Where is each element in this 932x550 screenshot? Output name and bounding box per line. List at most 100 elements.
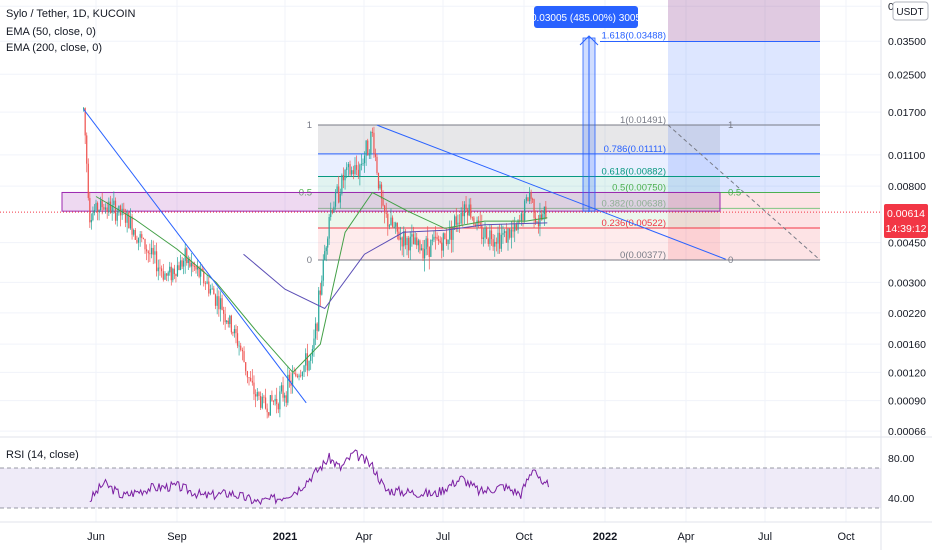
- candle-body: [179, 260, 182, 271]
- candle-body: [277, 403, 279, 410]
- ema-200-line: [243, 222, 548, 310]
- candle-body: [379, 184, 381, 189]
- candle-body: [192, 262, 194, 267]
- candle-body: [90, 219, 92, 223]
- candle-body: [408, 238, 410, 251]
- candle-body: [455, 216, 457, 225]
- candle-body: [352, 170, 354, 175]
- candle-body: [152, 247, 154, 255]
- candle-body: [150, 247, 153, 255]
- fib-ratio-right: 1: [728, 120, 733, 131]
- candle-body: [266, 408, 268, 413]
- candle-body: [384, 205, 386, 213]
- candle-body: [189, 259, 191, 267]
- candle-body: [154, 251, 156, 255]
- candle-body: [106, 207, 108, 212]
- candle-body: [206, 281, 208, 284]
- fib-zones: 1(0.01491) 0.786(0.01111) 0.618(0.00882) 0.…: [0, 0, 881, 266]
- y-tick-label: 0.03500: [888, 36, 926, 48]
- candle-body: [226, 320, 228, 323]
- candle-body: [282, 385, 284, 398]
- candle-body: [486, 227, 488, 239]
- candle-body: [298, 375, 300, 377]
- candle-body: [186, 248, 188, 264]
- candle-body: [279, 391, 281, 410]
- candle-body: [341, 175, 343, 194]
- candle-body: [467, 209, 469, 216]
- candle-body: [452, 226, 454, 240]
- candle-body: [342, 175, 345, 181]
- candle-body: [100, 200, 102, 210]
- candle-body: [390, 217, 392, 226]
- candle-body: [287, 374, 289, 403]
- candle-body: [436, 237, 438, 240]
- y-tick-label: 0.00800: [888, 181, 926, 193]
- candle-body: [387, 213, 389, 227]
- candle-body: [308, 360, 310, 371]
- rsi-pane[interactable]: [0, 449, 881, 509]
- candle-body: [522, 213, 524, 221]
- candle-body: [233, 329, 236, 334]
- candle-body: [367, 140, 369, 156]
- candle-body: [441, 242, 443, 251]
- candle-body: [543, 206, 545, 215]
- main-pane[interactable]: [83, 106, 726, 419]
- candle-body: [196, 266, 199, 270]
- candle-body: [131, 216, 133, 235]
- symbol-title: Sylo / Tether, 1D, KUCOIN: [6, 8, 135, 20]
- candle-body: [114, 200, 117, 221]
- candle-body: [439, 240, 441, 243]
- candle-body: [492, 239, 494, 247]
- candle-body: [224, 313, 226, 323]
- candle-body: [385, 212, 387, 214]
- candle-body: [214, 294, 217, 306]
- candle-body: [161, 268, 163, 272]
- candle-body: [534, 217, 537, 223]
- candle-body: [414, 237, 416, 245]
- candle-body: [438, 239, 440, 241]
- candle-body: [373, 132, 375, 154]
- candle-body: [416, 237, 418, 246]
- candle-body: [137, 237, 140, 243]
- candle-body: [136, 239, 138, 243]
- candle-body: [124, 213, 127, 223]
- candle-body: [216, 296, 218, 306]
- y-tick-label: 0.00300: [888, 277, 926, 289]
- candle-body: [269, 395, 271, 416]
- candle-body: [447, 239, 449, 245]
- candle-body: [463, 204, 466, 217]
- candle-body: [268, 412, 270, 416]
- candle-body: [280, 385, 283, 392]
- candle-body: [363, 155, 366, 164]
- candle-body: [300, 375, 302, 377]
- candle-body: [321, 280, 323, 295]
- fib-zone: [318, 125, 720, 154]
- x-tick-label: 2022: [593, 531, 617, 543]
- candle-body: [533, 199, 535, 218]
- candle-body: [454, 216, 456, 227]
- candle-body: [98, 209, 100, 213]
- y-tick-label: 0.00066: [888, 426, 926, 438]
- candle-body: [339, 193, 341, 203]
- candle-body: [187, 259, 189, 264]
- candle-body: [530, 191, 532, 199]
- candle-body: [537, 221, 540, 227]
- ema-50-line: [95, 191, 548, 374]
- x-tick-label: 2021: [273, 531, 297, 543]
- candle-body: [324, 251, 326, 260]
- candle-body: [83, 108, 85, 110]
- candle-body: [162, 271, 164, 280]
- x-tick-label: Apr: [355, 531, 372, 543]
- currency-button[interactable]: [892, 1, 929, 21]
- candle-body: [155, 251, 158, 272]
- candle-body: [104, 207, 107, 210]
- candle-body: [460, 212, 462, 224]
- candle-body: [295, 373, 297, 376]
- candle-body: [356, 165, 358, 170]
- candle-body: [208, 281, 210, 294]
- candle-body: [395, 222, 397, 227]
- candle-body: [406, 238, 408, 246]
- projection-diagonal: [667, 124, 821, 261]
- target-arrow: [579, 35, 599, 212]
